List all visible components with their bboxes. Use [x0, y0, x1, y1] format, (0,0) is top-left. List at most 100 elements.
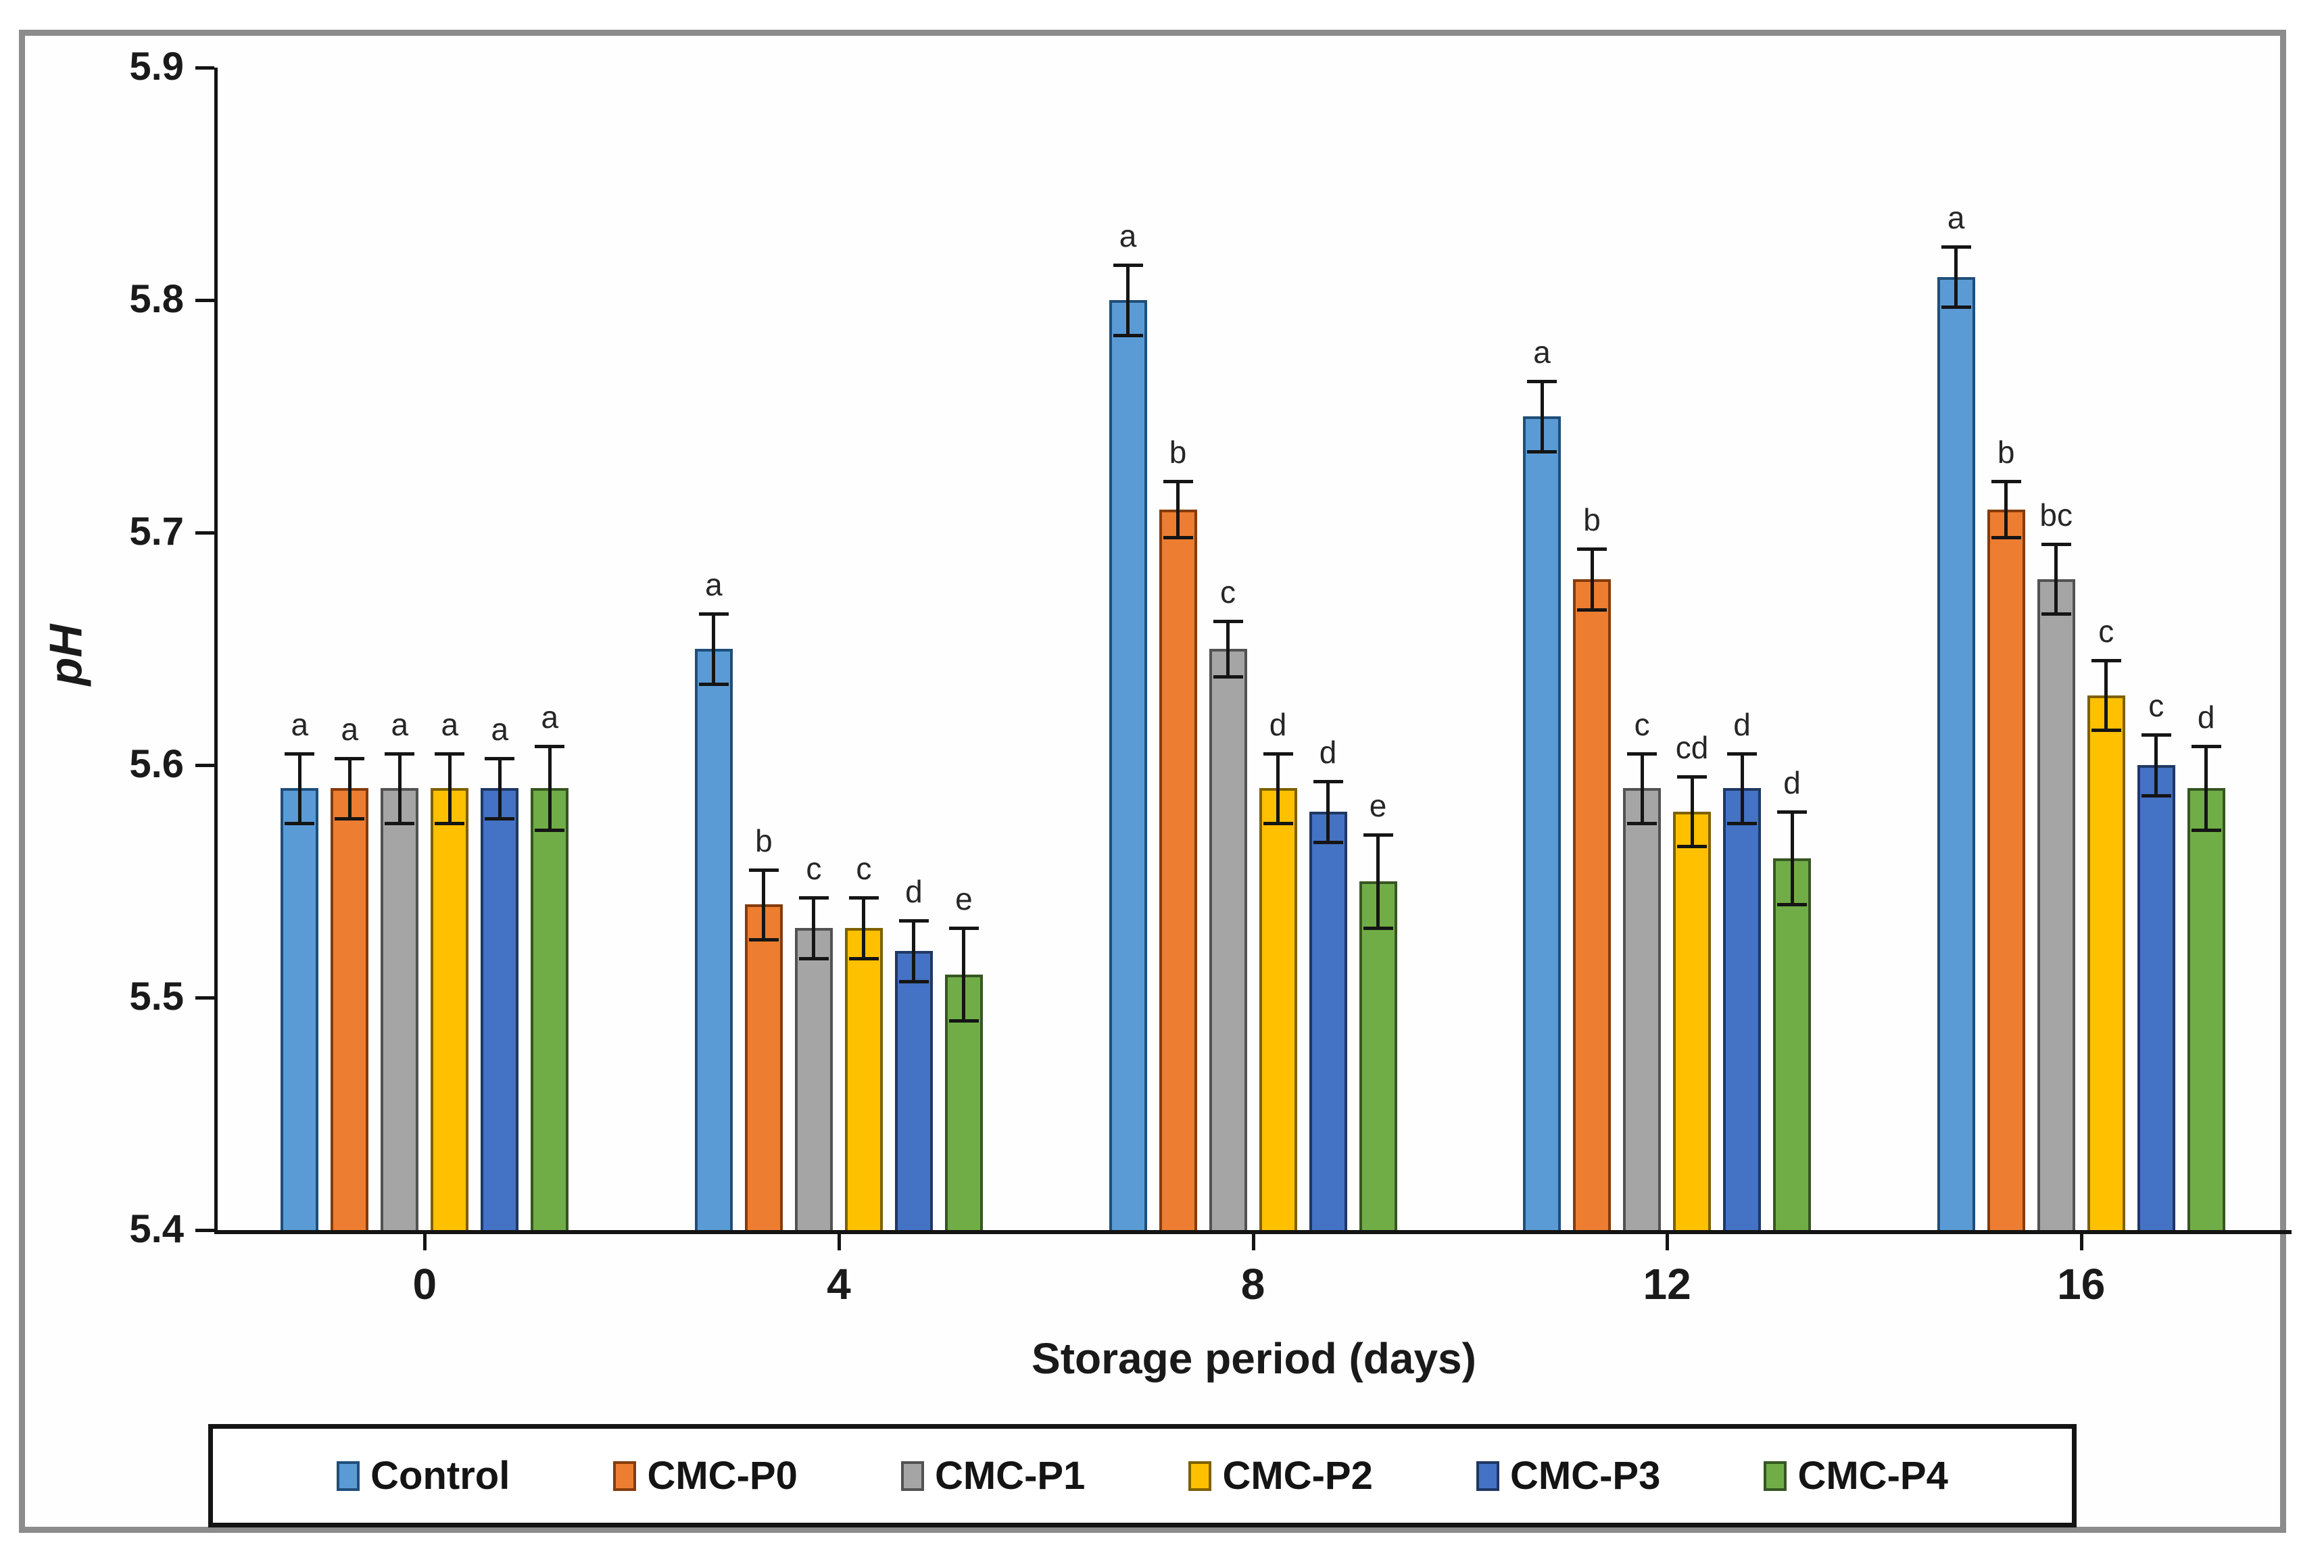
- legend-swatch-icon: [900, 1461, 924, 1491]
- significance-letter: b: [1997, 435, 2015, 470]
- legend-label: CMC-P3: [1509, 1453, 1661, 1498]
- bar-cmc-p4-day8: [1359, 881, 1397, 1230]
- significance-letter: c: [806, 851, 822, 887]
- significance-letter: a: [491, 711, 509, 747]
- error-bar-cap-top: [335, 756, 365, 760]
- y-tick-label: 5.5: [129, 975, 184, 1019]
- significance-letter: d: [1783, 764, 1801, 800]
- error-bar: [762, 869, 766, 939]
- error-bar: [397, 753, 402, 823]
- error-bar: [1176, 481, 1180, 537]
- error-bar: [712, 614, 716, 684]
- error-bar: [1690, 777, 1694, 847]
- legend-item-cmc-p2: CMC-P2: [1188, 1453, 1373, 1498]
- bar-cmc-p0-day16: [1987, 509, 2025, 1230]
- legend-swatch-icon: [613, 1461, 637, 1491]
- error-bar-cap-top: [848, 896, 879, 900]
- bar-cmc-p4-day4: [944, 974, 983, 1230]
- significance-letter: c: [2148, 688, 2164, 724]
- error-bar-cap-top: [1777, 810, 1808, 814]
- significance-letter: b: [755, 823, 773, 858]
- error-bar-cap-top: [2141, 733, 2171, 737]
- bar-cmc-p0-day4: [744, 904, 783, 1230]
- error-bar-cap-top: [948, 926, 979, 930]
- y-tick-mark: [195, 66, 214, 70]
- error-bar-cap-bottom: [2091, 729, 2121, 733]
- error-bar-cap-top: [1577, 547, 1607, 552]
- error-bar-cap-bottom: [385, 822, 415, 825]
- significance-letter: a: [291, 706, 309, 742]
- bar-cmc-p3-day8: [1309, 811, 1347, 1230]
- y-tick-mark: [195, 299, 214, 302]
- bar-cmc-p1-day4: [794, 927, 833, 1230]
- y-tick-label: 5.6: [129, 742, 184, 786]
- error-bar-cap-bottom: [1527, 449, 1557, 454]
- legend-item-cmc-p4: CMC-P4: [1764, 1453, 1948, 1498]
- error-bar: [1640, 753, 1644, 823]
- error-bar: [1376, 835, 1380, 928]
- error-bar: [1590, 549, 1594, 610]
- error-bar-cap-top: [1991, 480, 2021, 484]
- error-bar-cap-top: [485, 756, 515, 760]
- significance-letter: d: [1733, 706, 1751, 742]
- y-tick-label: 5.7: [129, 510, 184, 554]
- error-bar-cap-bottom: [1163, 535, 1193, 539]
- significance-letter: c: [2098, 614, 2114, 650]
- error-bar: [1226, 620, 1230, 677]
- legend: Control CMC-P0 CMC-P1 CMC-P2 CMC-P3 CMC-P4: [208, 1424, 2077, 1527]
- significance-letter: d: [2197, 700, 2215, 735]
- error-bar: [548, 746, 552, 831]
- y-tick-mark: [195, 996, 214, 1000]
- bar-control-day0: [281, 788, 319, 1230]
- error-bar-cap-top: [535, 745, 565, 749]
- error-bar-cap-bottom: [1677, 845, 1708, 849]
- bar-cmc-p4-day16: [2187, 788, 2225, 1230]
- bar-cmc-p0-day12: [1573, 579, 1612, 1230]
- error-bar-cap-bottom: [798, 956, 829, 960]
- error-bar-cap-top: [1163, 480, 1193, 484]
- error-bar-cap-top: [898, 919, 929, 923]
- error-bar-cap-top: [435, 752, 465, 756]
- significance-letter: c: [1634, 706, 1650, 742]
- error-bar-cap-bottom: [285, 822, 315, 825]
- significance-letter: c: [856, 851, 872, 887]
- bar-cmc-p2-day4: [844, 927, 883, 1230]
- significance-letter: a: [705, 567, 723, 603]
- error-bar: [2204, 746, 2208, 831]
- legend-item-control: Control: [337, 1456, 510, 1496]
- legend-label: CMC-P2: [1222, 1453, 1373, 1498]
- x-tick-mark: [423, 1234, 427, 1250]
- error-bar-cap-bottom: [698, 682, 729, 686]
- error-bar-cap-bottom: [1941, 305, 1971, 310]
- bar-cmc-p3-day12: [1723, 788, 1762, 1230]
- bar-cmc-p2-day8: [1259, 788, 1297, 1230]
- x-tick-label: 4: [827, 1260, 851, 1308]
- error-bar-cap-top: [798, 896, 829, 900]
- error-bar-cap-top: [285, 752, 315, 756]
- figure-frame: [19, 30, 2286, 1533]
- error-bar: [1740, 753, 1744, 823]
- error-bar: [1126, 265, 1130, 335]
- error-bar-cap-bottom: [898, 979, 929, 983]
- significance-letter: a: [541, 700, 559, 735]
- y-tick-mark: [195, 1229, 214, 1232]
- error-bar: [447, 753, 452, 823]
- x-tick-label: 8: [1240, 1260, 1265, 1308]
- x-tick-mark: [2079, 1234, 2083, 1250]
- legend-label: CMC-P4: [1797, 1453, 1948, 1498]
- y-tick-label: 5.8: [129, 277, 184, 321]
- error-bar: [812, 898, 816, 958]
- error-bar-cap-bottom: [2041, 612, 2071, 616]
- bar-control-day8: [1109, 300, 1147, 1230]
- bar-cmc-p0-day8: [1159, 509, 1197, 1230]
- error-bar-cap-bottom: [485, 817, 515, 821]
- x-tick-label: 16: [2057, 1260, 2106, 1308]
- error-bar-cap-top: [1941, 245, 1971, 249]
- error-bar-cap-bottom: [2191, 829, 2221, 833]
- legend-item-cmc-p3: CMC-P3: [1476, 1456, 1660, 1496]
- legend-label: CMC-P0: [647, 1453, 798, 1498]
- x-axis-line: [214, 1230, 2292, 1234]
- error-bar-cap-bottom: [1113, 333, 1143, 337]
- error-bar: [1540, 381, 1544, 451]
